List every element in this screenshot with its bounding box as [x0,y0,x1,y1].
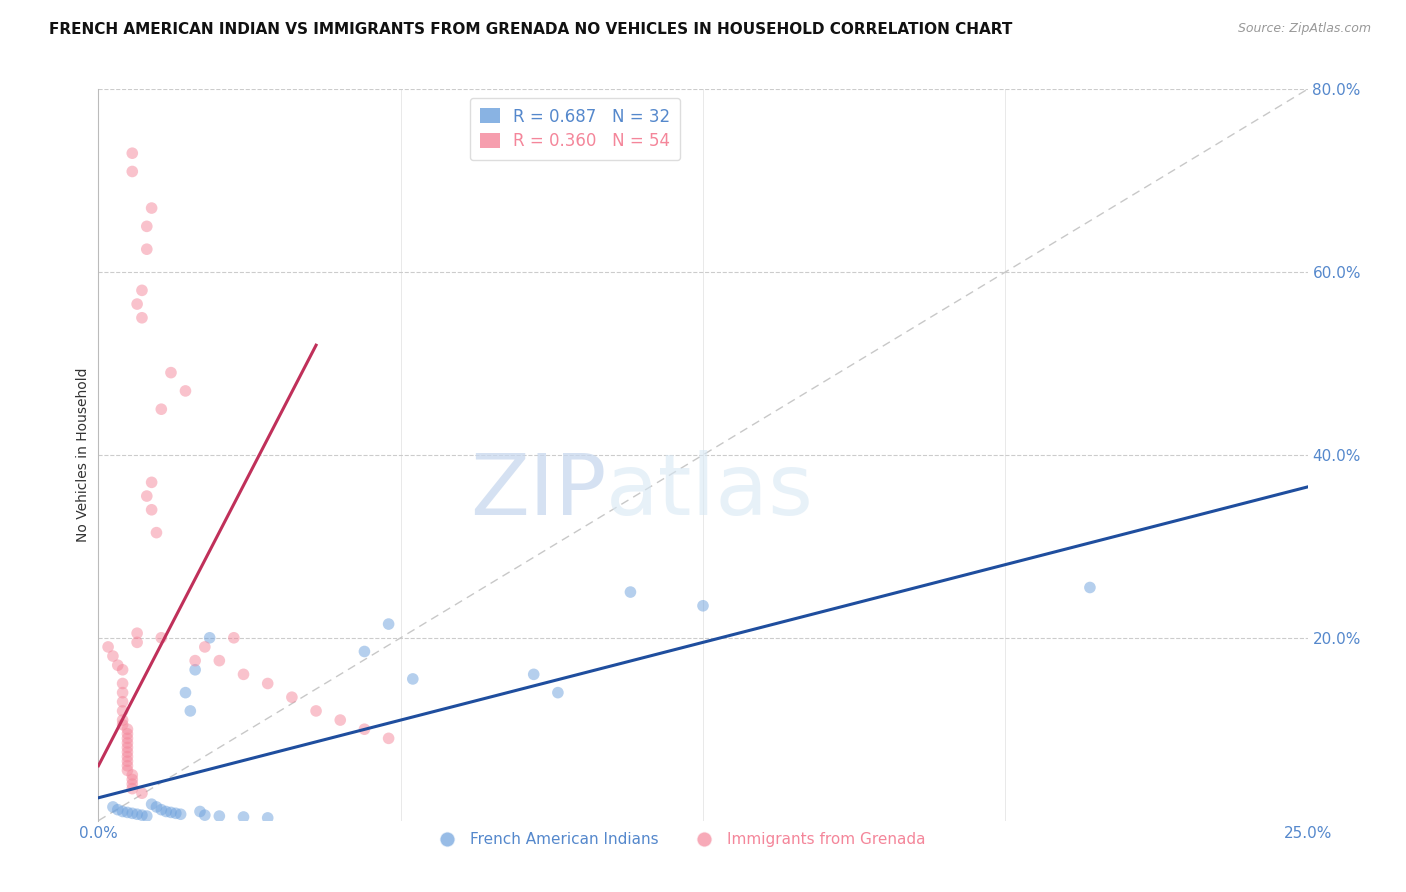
Point [232,667,254,681]
Point [174,384,197,398]
Point [329,713,352,727]
Point [111,805,134,819]
Point [174,686,197,700]
Point [194,808,217,822]
Point [135,219,157,234]
Point [141,475,163,490]
Point [155,805,177,819]
Point [111,676,134,690]
Point [160,805,183,820]
Point [121,164,143,178]
Point [117,736,139,750]
Point [160,366,183,380]
Text: FRENCH AMERICAN INDIAN VS IMMIGRANTS FROM GRENADA NO VEHICLES IN HOUSEHOLD CORRE: FRENCH AMERICAN INDIAN VS IMMIGRANTS FRO… [49,22,1012,37]
Point [117,745,139,759]
Point [117,754,139,768]
Point [208,654,231,668]
Point [117,749,139,764]
Point [377,617,399,632]
Point [131,310,153,325]
Point [121,806,143,821]
Point [121,768,143,782]
Point [1078,581,1101,595]
Point [121,146,143,161]
Point [353,723,375,737]
Point [208,809,231,823]
Point [121,781,143,796]
Point [111,663,134,677]
Point [117,805,139,820]
Point [198,631,221,645]
Point [402,672,425,686]
Point [141,201,163,215]
Point [256,676,278,690]
Point [169,807,191,822]
Point [107,803,129,817]
Point [256,811,278,825]
Point [150,402,173,417]
Point [547,686,569,700]
Point [111,695,134,709]
Point [131,808,153,822]
Point [117,740,139,755]
Point [117,731,139,746]
Point [121,772,143,787]
Point [165,806,187,821]
Point [150,631,173,645]
Point [117,758,139,772]
Point [135,809,157,823]
Point [127,635,149,649]
Point [692,599,714,613]
Point [135,242,157,256]
Point [107,658,129,673]
Point [111,713,134,727]
Point [179,704,201,718]
Text: Source: ZipAtlas.com: Source: ZipAtlas.com [1237,22,1371,36]
Point [117,764,139,778]
Point [232,810,254,824]
Point [127,807,149,822]
Point [184,654,207,668]
Point [145,800,167,814]
Point [135,489,157,503]
Point [377,731,399,746]
Point [523,667,546,681]
Point [121,777,143,791]
Point [127,626,149,640]
Point [194,640,217,654]
Point [150,803,173,817]
Point [117,727,139,741]
Point [184,663,207,677]
Text: atlas: atlas [606,450,814,533]
Point [131,786,153,800]
Point [131,283,153,297]
Point [353,644,375,658]
Point [101,800,124,814]
Point [188,805,211,819]
Point [111,704,134,718]
Legend: French American Indians, Immigrants from Grenada: French American Indians, Immigrants from… [426,826,932,854]
Point [141,503,163,517]
Point [305,704,328,718]
Point [111,686,134,700]
Point [117,723,139,737]
Point [619,585,641,599]
Y-axis label: No Vehicles in Household: No Vehicles in Household [76,368,90,542]
Text: ZIP: ZIP [470,450,606,533]
Point [141,797,163,812]
Point [97,640,120,654]
Point [111,717,134,731]
Point [281,690,304,705]
Point [101,649,124,664]
Point [222,631,245,645]
Point [127,297,149,311]
Point [145,525,167,540]
